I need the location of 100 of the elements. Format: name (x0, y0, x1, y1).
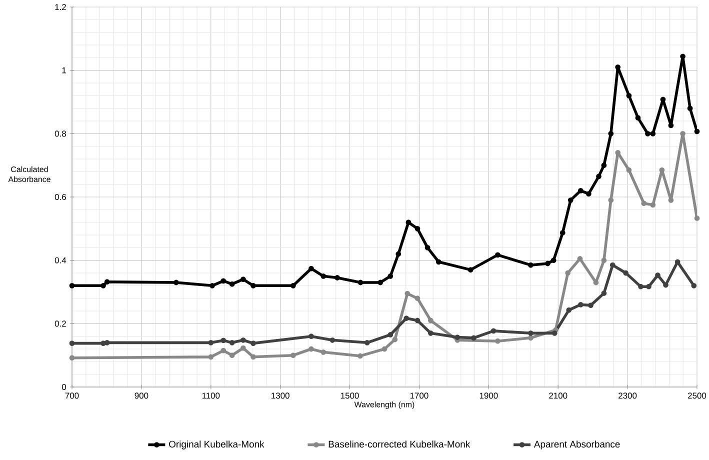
y-tick-label: 0.6 (54, 194, 66, 200)
point (382, 346, 388, 352)
point (388, 273, 394, 279)
point (528, 330, 534, 336)
point (428, 330, 434, 336)
point (655, 272, 660, 278)
point (586, 191, 592, 197)
point (392, 336, 398, 342)
point (308, 346, 314, 352)
legend-label: Aparent Absorbance (534, 440, 620, 450)
point (250, 354, 256, 360)
point (290, 352, 296, 358)
point (330, 337, 336, 343)
point (428, 318, 434, 324)
point (396, 251, 402, 257)
point (100, 340, 106, 346)
point (626, 92, 632, 98)
point (290, 282, 296, 288)
point (414, 296, 420, 302)
point (358, 280, 364, 286)
point (635, 115, 641, 121)
point (568, 197, 574, 203)
point (454, 334, 460, 340)
point (104, 279, 110, 285)
point (663, 282, 668, 288)
point (471, 335, 476, 341)
point (638, 284, 644, 290)
x-tick-label: 1100 (202, 392, 220, 399)
x-tick-label: 2100 (549, 392, 568, 399)
point (646, 284, 652, 290)
point (220, 278, 226, 284)
point (490, 328, 496, 334)
point (577, 256, 583, 262)
point (495, 252, 500, 258)
point (69, 355, 75, 361)
point (588, 302, 594, 308)
y-tick-label: 0 (62, 384, 66, 390)
point (220, 338, 226, 344)
point (468, 267, 474, 273)
point (208, 340, 214, 346)
point (406, 220, 412, 226)
point (320, 349, 326, 355)
point (250, 282, 256, 288)
point (240, 337, 246, 343)
point (334, 275, 340, 280)
point (601, 258, 607, 264)
point (668, 122, 674, 128)
point (250, 340, 256, 346)
point (578, 188, 584, 194)
point (404, 290, 410, 296)
point (552, 330, 558, 336)
point (378, 280, 384, 286)
point (173, 280, 179, 286)
point (596, 174, 602, 180)
point (208, 354, 214, 360)
point (424, 244, 430, 250)
point (436, 259, 442, 265)
point (608, 197, 614, 203)
point (388, 332, 394, 338)
x-tick-label: 1500 (341, 392, 359, 399)
point (104, 340, 110, 346)
point (240, 276, 246, 282)
point (100, 282, 106, 288)
point (495, 338, 500, 344)
legend-label: Original Kubelka-Monk (169, 440, 264, 450)
point (528, 335, 534, 341)
point (615, 64, 621, 70)
point (608, 130, 614, 136)
point (229, 352, 235, 358)
point (210, 282, 215, 288)
point (650, 202, 656, 208)
point (240, 345, 246, 351)
x-tick-label: 900 (134, 392, 148, 399)
point (565, 270, 571, 276)
point (414, 318, 420, 324)
y-tick-label: 0.8 (54, 130, 66, 137)
point (358, 353, 363, 359)
point (610, 262, 616, 268)
point (680, 130, 686, 136)
point (578, 302, 584, 308)
y-tick-label: 1 (62, 67, 66, 74)
point (615, 150, 621, 156)
point (601, 290, 607, 296)
x-tick-label: 2300 (618, 392, 637, 399)
point (626, 167, 632, 173)
point (691, 282, 697, 288)
x-tick-label: 1900 (480, 392, 498, 399)
point (650, 130, 656, 136)
point (320, 273, 326, 279)
point (220, 348, 226, 354)
y-tick-label: 1.2 (55, 4, 66, 10)
x-tick-label: 2500 (688, 392, 706, 399)
x-tick-label: 1700 (410, 392, 428, 399)
point (229, 340, 235, 346)
point (694, 216, 700, 221)
point (623, 270, 629, 276)
point (404, 316, 410, 321)
point (560, 230, 566, 236)
point (308, 266, 314, 272)
point (69, 340, 75, 346)
